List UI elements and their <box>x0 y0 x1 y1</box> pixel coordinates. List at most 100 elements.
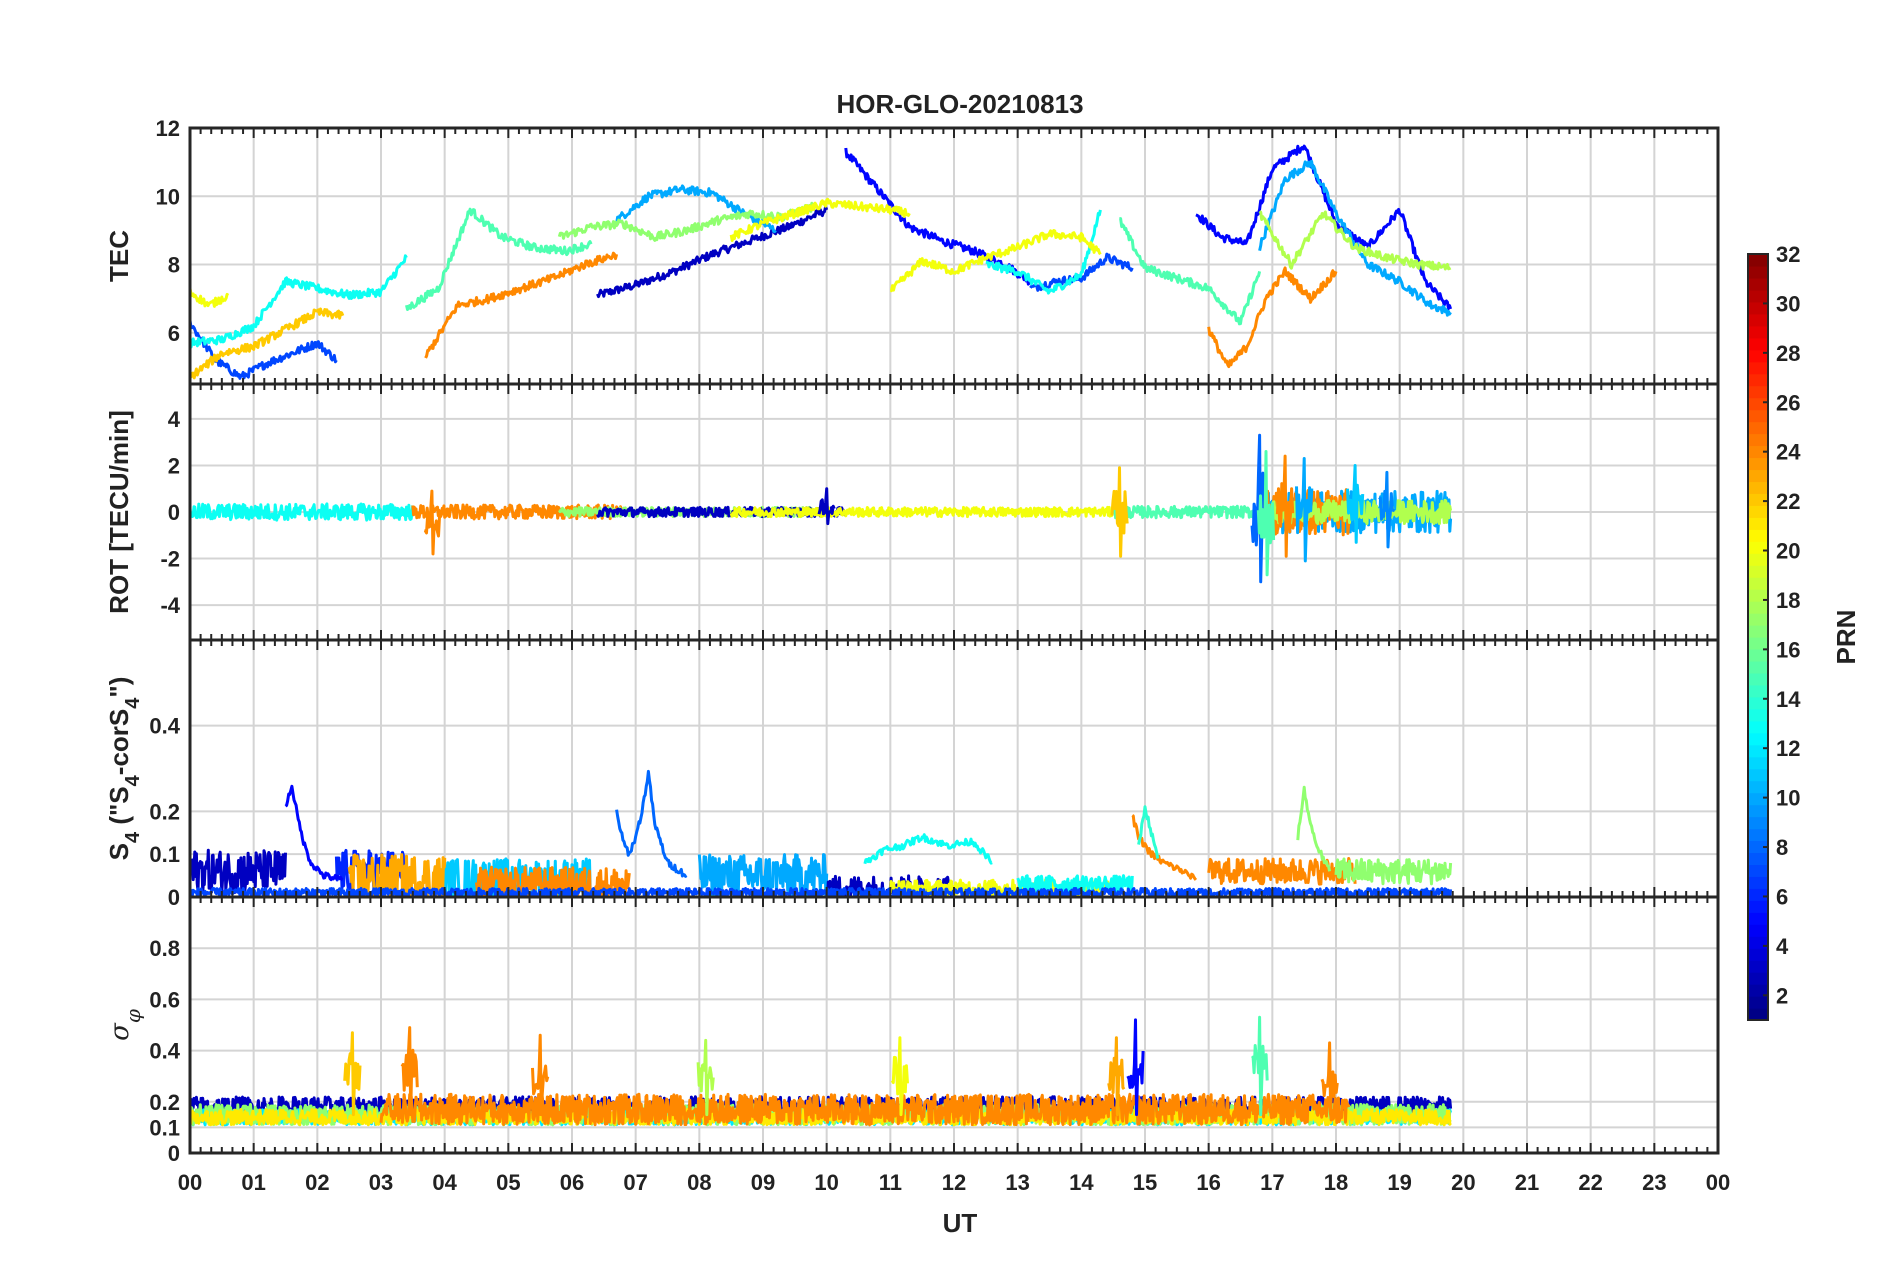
colorbar-swatch <box>1748 984 1768 997</box>
x-tick-label: 00 <box>178 1170 202 1195</box>
x-tick-label: 04 <box>432 1170 457 1195</box>
colorbar-swatch <box>1748 529 1768 542</box>
colorbar-swatch <box>1748 541 1768 554</box>
colorbar-swatch <box>1748 996 1768 1009</box>
colorbar-swatch <box>1748 361 1768 375</box>
panel-2: -4 -2 0 2 4 ROT [TECU/min] <box>104 382 1720 642</box>
colorbar-swatch <box>1748 301 1768 315</box>
x-tick-label: 01 <box>241 1170 265 1195</box>
series-prn-13 <box>985 209 1102 295</box>
colorbar-tick-label: 8 <box>1776 835 1788 860</box>
x-tick-label: 05 <box>496 1170 520 1195</box>
colorbar-swatch <box>1748 744 1768 758</box>
series-prn-5 <box>284 784 344 882</box>
colorbar-tick-label: 26 <box>1776 390 1800 415</box>
colorbar-swatch <box>1748 660 1768 674</box>
colorbar-swatch <box>1748 517 1768 530</box>
colorbar-swatch <box>1748 828 1768 842</box>
colorbar-swatch <box>1748 433 1768 447</box>
colorbar-swatch <box>1748 254 1768 267</box>
colorbar-tick-label: 30 <box>1776 291 1800 316</box>
colorbar-swatch <box>1748 840 1768 854</box>
y-tick-label: 8 <box>168 253 180 278</box>
colorbar-swatch <box>1748 936 1768 949</box>
series-prn-13 <box>863 833 993 865</box>
spike-prn-24 <box>531 1033 550 1117</box>
colorbar-tick-label: 6 <box>1776 884 1788 909</box>
colorbar-swatch <box>1748 852 1768 866</box>
colorbar-swatch <box>1748 421 1768 435</box>
colorbar-swatch <box>1748 565 1768 578</box>
series-prn-14 <box>1137 805 1160 859</box>
colorbar-swatch <box>1748 732 1768 746</box>
colorbar-swatch <box>1748 313 1768 327</box>
x-tick-label: 03 <box>369 1170 393 1195</box>
series-prn-15 <box>405 207 593 311</box>
y-tick-label: 0.6 <box>149 987 180 1012</box>
colorbar-swatch <box>1748 912 1768 925</box>
colorbar-swatch <box>1748 325 1768 339</box>
x-tick-label: 02 <box>305 1170 329 1195</box>
y-tick-label: 0.2 <box>149 1090 180 1115</box>
colorbar-swatch <box>1748 792 1768 806</box>
series-prn-3 <box>596 205 829 299</box>
colorbar-tick-label: 2 <box>1776 983 1788 1008</box>
colorbar-swatch <box>1748 493 1768 506</box>
spike-prn-24 <box>1275 454 1295 558</box>
spike-prn-11 <box>1346 464 1365 544</box>
colorbar-swatch <box>1748 768 1768 782</box>
x-tick-label: 08 <box>687 1170 711 1195</box>
spike-prn-10 <box>1295 457 1314 563</box>
colorbar-swatch <box>1748 277 1768 291</box>
y-tick-label: 0.8 <box>149 936 180 961</box>
colorbar-swatch <box>1748 1008 1768 1021</box>
y-axis-label: TEC <box>104 230 134 282</box>
series-prn-10 <box>697 853 829 897</box>
colorbar-frame <box>1747 253 1769 1021</box>
chart-title: HOR-GLO-20210813 <box>836 89 1083 119</box>
colorbar-swatch <box>1748 625 1768 638</box>
series-prn-20 <box>190 288 230 308</box>
y-tick-label: -2 <box>160 547 180 572</box>
colorbar-swatch <box>1748 553 1768 566</box>
panel-1: 6 8 10 12 TEC <box>104 116 1720 386</box>
x-tick-labels: 00 01 02 03 04 05 06 07 08 09 10 11 12 13 14 15 16 17 18 19… <box>178 1170 1730 1195</box>
spike-prn-15 <box>1250 1015 1269 1117</box>
series-prn-20 <box>729 197 911 242</box>
colorbar-swatch <box>1748 720 1768 734</box>
series-prn-18 <box>1258 210 1452 271</box>
colorbar-tick-label: 28 <box>1776 341 1800 366</box>
y-tick-label: 0 <box>168 1141 180 1166</box>
series-prn-13 <box>190 254 408 349</box>
colorbar-swatch <box>1748 876 1768 889</box>
spike-prn-24 <box>1320 1041 1339 1117</box>
x-tick-label: 23 <box>1642 1170 1666 1195</box>
colorbar-swatch <box>1748 589 1768 602</box>
x-tick-label: 20 <box>1451 1170 1475 1195</box>
x-tick-label: 10 <box>814 1170 838 1195</box>
y-tick-label: 0 <box>168 500 180 525</box>
y-tick-label: 4 <box>168 407 181 432</box>
y-tick-label: 0.2 <box>149 799 180 824</box>
x-tick-label: 22 <box>1578 1170 1602 1195</box>
colorbar-swatch <box>1748 397 1768 411</box>
colorbar-tick-label: 10 <box>1776 786 1800 811</box>
y-tick-label: 0 <box>168 885 180 910</box>
colorbar-swatch <box>1748 601 1768 614</box>
x-tick-label: 09 <box>751 1170 775 1195</box>
y-axis-label: σφ <box>105 1009 145 1041</box>
colorbar-tick-label: 22 <box>1776 489 1800 514</box>
spike-prn-22 <box>1110 466 1129 558</box>
series-prn-17 <box>557 201 816 242</box>
colorbar-swatch <box>1748 337 1768 351</box>
y-tick-label: 6 <box>168 321 180 346</box>
colorbar-swatch <box>1748 696 1768 710</box>
colorbar-swatch <box>1748 672 1768 686</box>
colorbar-swatch <box>1748 385 1768 399</box>
colorbar-swatch <box>1748 613 1768 626</box>
y-tick-label: -4 <box>160 593 180 618</box>
series-prn-15 <box>1111 504 1262 520</box>
colorbar-swatch <box>1748 409 1768 423</box>
